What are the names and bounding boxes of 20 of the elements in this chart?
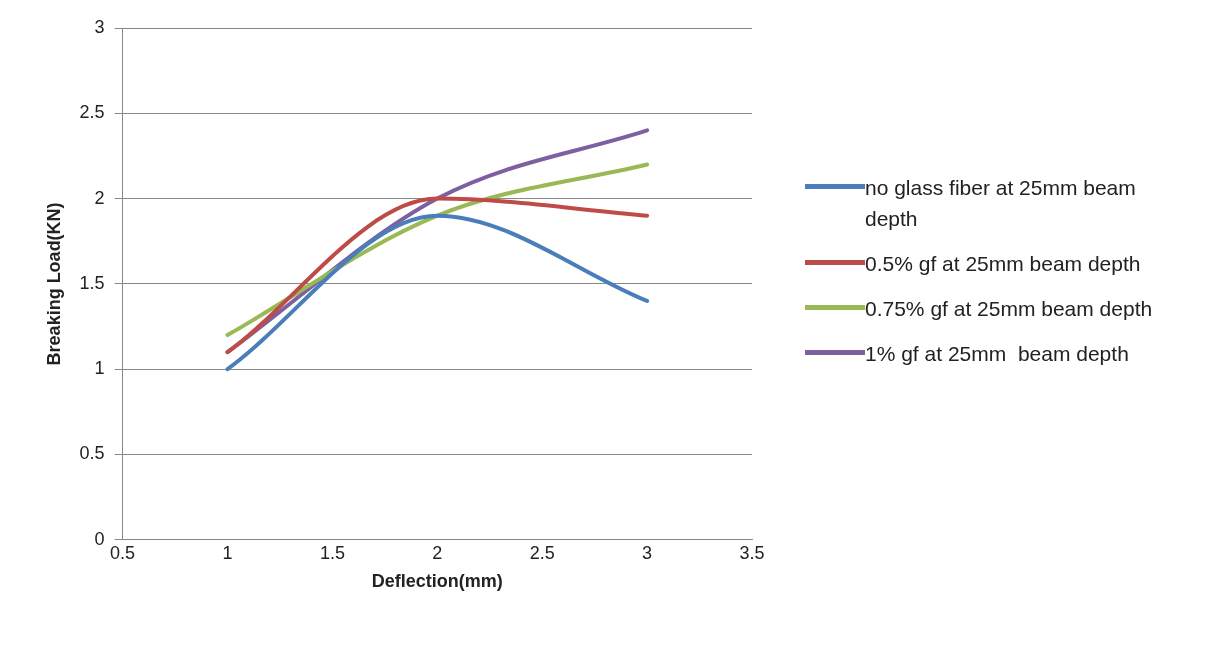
legend-label: 1% gf at 25mm beam depth	[865, 341, 1129, 367]
x-axis-title: Deflection(mm)	[371, 571, 503, 592]
y-tick-label: 1	[94, 358, 105, 379]
x-tick-label: 0.5	[110, 542, 136, 563]
y-tick-label: 0	[94, 528, 105, 549]
legend-label: 0.75% gf at 25mm beam depth	[865, 296, 1153, 322]
x-tick-label: 1	[222, 542, 233, 563]
y-tick-label: 1.5	[79, 272, 105, 293]
y-tick-label: 0.5	[79, 443, 105, 464]
x-tick-label: 3.5	[739, 542, 765, 563]
y-tick-label: 2	[94, 187, 105, 208]
legend-label: no glass fiber at 25mm beam depth	[865, 175, 1137, 232]
x-tick-label: 3	[642, 542, 653, 563]
x-tick-label: 1.5	[319, 542, 345, 563]
x-tick-label: 2.5	[529, 542, 555, 563]
legend-label: 0.5% gf at 25mm beam depth	[865, 251, 1141, 277]
y-axis-title: Breaking Load(KN)	[43, 202, 64, 366]
x-tick-label: 2	[432, 542, 443, 563]
y-tick-label: 2.5	[79, 102, 105, 123]
y-tick-label: 3	[94, 16, 105, 37]
